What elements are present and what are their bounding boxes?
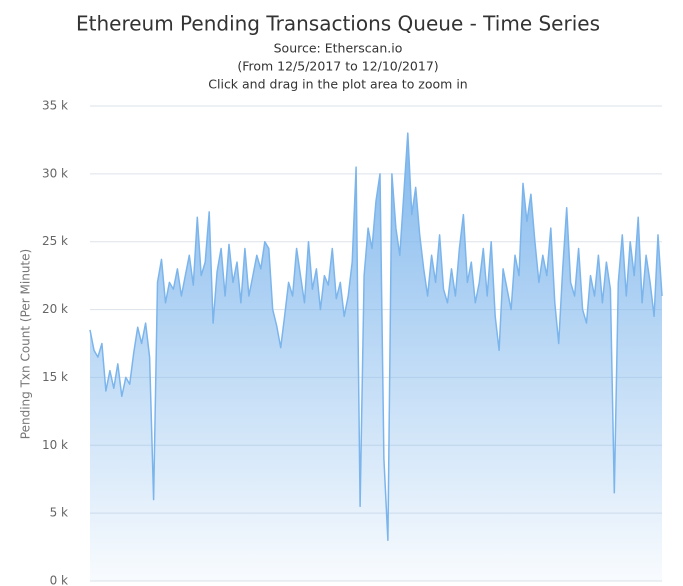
y-tick-label: 35 k xyxy=(42,99,68,113)
line xyxy=(89,132,663,542)
y-tick-label: 25 k xyxy=(42,234,68,248)
y-tick-label: 30 k xyxy=(42,166,68,180)
area-fill xyxy=(90,133,662,581)
subtitle: Source: Etherscan.io xyxy=(274,41,403,56)
subtitle: Click and drag in the plot area to zoom … xyxy=(208,77,467,92)
y-tick-label: 20 k xyxy=(42,302,68,316)
y-tick-label: 0 k xyxy=(50,574,68,586)
y-tick-label: 5 k xyxy=(50,506,68,520)
y-tick-label: 15 k xyxy=(42,370,68,384)
chart-title: Ethereum Pending Transactions Queue - Ti… xyxy=(76,12,600,36)
y-tick-label: 10 k xyxy=(42,438,68,452)
subtitle: (From 12/5/2017 to 12/10/2017) xyxy=(237,59,438,74)
y-axis-label: Pending Txn Count (Per Minute) xyxy=(19,249,33,439)
